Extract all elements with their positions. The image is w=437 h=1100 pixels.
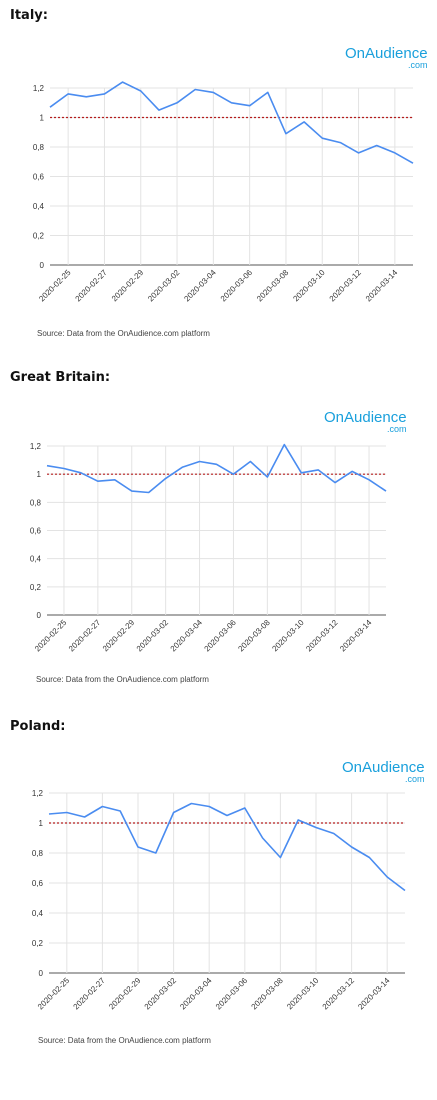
onaudience-logo: OnAudience .com <box>345 46 428 70</box>
y-tick-label: 0,4 <box>33 202 45 211</box>
logo-text: OnAudience <box>345 45 428 62</box>
y-tick-label: 0 <box>40 261 45 270</box>
y-tick-label: 1 <box>40 114 45 123</box>
x-tick-label: 2020-03-06 <box>214 976 250 1012</box>
x-tick-label: 2020-03-02 <box>143 976 179 1012</box>
chart-panel-poland: Poland: OnAudience .com 0 0,2 0,4 0,6 0,8 1 1,… <box>10 719 425 1045</box>
x-tick-label: 2020-03-12 <box>321 976 357 1012</box>
y-tick-label: 1,2 <box>30 442 42 451</box>
x-tick-label: 2020-03-14 <box>356 976 392 1012</box>
y-tick-label: 0 <box>39 969 44 978</box>
x-tick-label: 2020-03-08 <box>250 976 286 1012</box>
chart-panel-italy: Italy: OnAudience .com 0 0,2 0,4 0,6 0,8 1 1,2… <box>0 0 437 350</box>
series-line <box>46 443 387 494</box>
source-note: Source: Data from the OnAudience.com pla… <box>38 1036 211 1045</box>
y-tick-label: 0,4 <box>30 555 42 564</box>
y-tick-label: 0,6 <box>30 527 42 536</box>
y-tick-label: 0,2 <box>30 583 42 592</box>
y-tick-label: 0,4 <box>32 909 44 918</box>
x-tick-label: 2020-03-04 <box>178 976 214 1012</box>
logo-suffix: .com <box>408 60 428 70</box>
source-note: Source: Data from the OnAudience.com pla… <box>36 675 209 684</box>
y-tick-label: 1 <box>37 470 42 479</box>
y-tick-label: 0,6 <box>33 173 45 182</box>
country-title: Poland: <box>10 719 66 734</box>
series-line <box>49 81 414 164</box>
series-line <box>48 802 406 892</box>
source-note: Source: Data from the OnAudience.com pla… <box>37 329 210 338</box>
onaudience-logo: OnAudience .com <box>342 760 425 784</box>
y-tick-label: 0,8 <box>30 498 42 507</box>
chart-panel-great-britain: Great Britain: OnAudience .com 0 0,2 0,4 0,… <box>10 370 407 684</box>
x-tick-label: 2020-03-10 <box>285 976 321 1012</box>
logo-suffix: .com <box>387 424 407 434</box>
y-tick-label: 0,2 <box>32 939 44 948</box>
logo-text: OnAudience <box>324 409 407 426</box>
y-tick-label: 0,2 <box>33 232 45 241</box>
y-tick-label: 0,8 <box>32 849 44 858</box>
y-tick-label: 1 <box>39 819 44 828</box>
country-title: Great Britain: <box>10 370 111 385</box>
y-tick-label: 0,6 <box>32 879 44 888</box>
y-tick-label: 0,8 <box>33 143 45 152</box>
onaudience-logo: OnAudience .com <box>324 410 407 434</box>
y-tick-label: 0 <box>37 611 42 620</box>
x-tick-label: 2020-02-29 <box>107 976 143 1012</box>
logo-suffix: .com <box>405 774 425 784</box>
y-tick-label: 1,2 <box>32 789 44 798</box>
y-tick-label: 1,2 <box>33 84 45 93</box>
line-chart: 00,20,40,60,811,22020-02-252020-02-27202… <box>30 442 387 653</box>
country-title: Italy: <box>10 8 48 23</box>
x-tick-label: 2020-02-25 <box>36 976 72 1012</box>
x-tick-label: 2020-02-27 <box>72 976 108 1012</box>
logo-text: OnAudience <box>342 759 425 776</box>
